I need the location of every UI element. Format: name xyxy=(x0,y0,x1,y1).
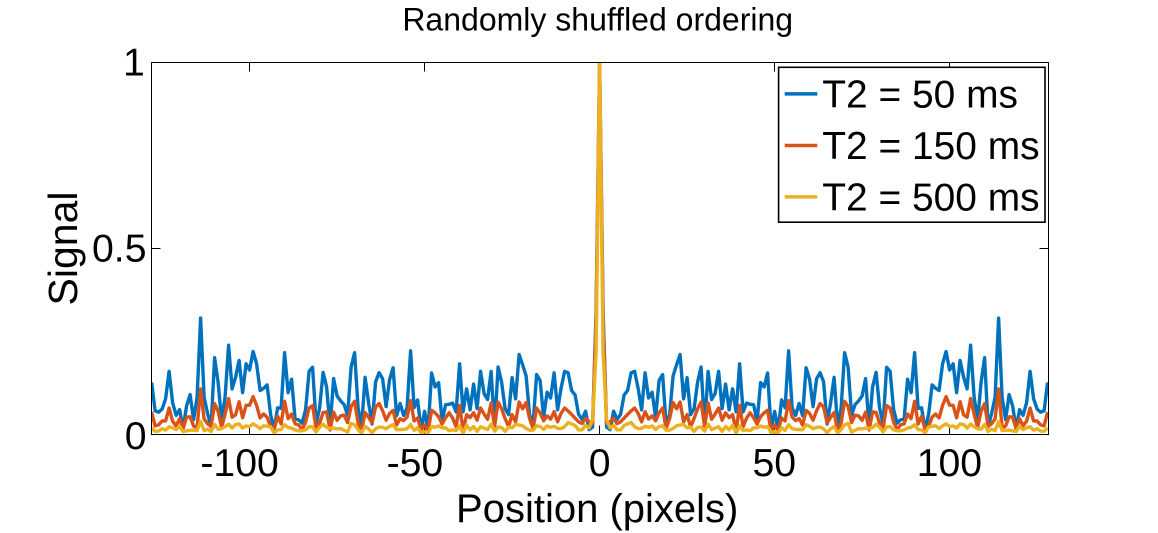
svg-text:0: 0 xyxy=(589,442,611,485)
svg-text:50: 50 xyxy=(753,442,797,485)
svg-text:1: 1 xyxy=(123,42,145,85)
svg-text:T2 = 150 ms: T2 = 150 ms xyxy=(822,125,1039,168)
svg-text:T2 = 50 ms: T2 = 50 ms xyxy=(822,73,1018,116)
svg-text:-100: -100 xyxy=(200,442,278,485)
svg-text:Position (pixels): Position (pixels) xyxy=(456,487,738,531)
svg-text:0: 0 xyxy=(125,415,147,458)
svg-text:Randomly shuffled ordering: Randomly shuffled ordering xyxy=(402,1,793,37)
svg-text:-50: -50 xyxy=(387,442,444,485)
svg-text:100: 100 xyxy=(917,442,982,485)
svg-text:Signal: Signal xyxy=(40,192,86,306)
svg-text:T2 = 500 ms: T2 = 500 ms xyxy=(822,176,1039,219)
svg-text:0.5: 0.5 xyxy=(92,228,146,271)
